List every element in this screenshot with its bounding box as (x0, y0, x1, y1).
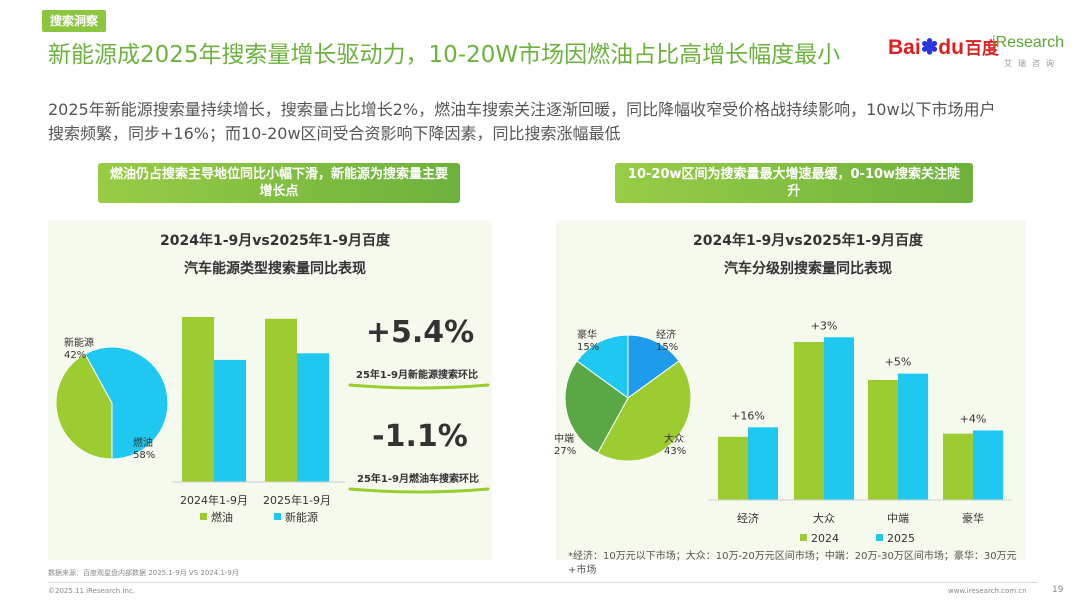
page-number: 19 (1052, 585, 1064, 595)
pie2-value-3: 15% (577, 342, 599, 353)
pie1-value-0: 42% (64, 350, 86, 361)
bar1-legend-swatch-0 (200, 513, 207, 520)
kpi2-underline (348, 487, 490, 494)
bar1-xlabel-0: 2024年1-9月 (180, 493, 248, 507)
baidu-logo-part2: du (938, 36, 964, 59)
pie2-slice-1 (596, 360, 692, 462)
bar2-0-0 (718, 436, 748, 500)
bar2-xlabel-2: 中端 (887, 512, 909, 525)
pie1-label-0: 新能源 (64, 336, 94, 349)
right-chart-title-line1: 2024年1-9月vs2025年1-9月百度 (693, 232, 924, 249)
bar1-xlabel-1: 2025年1-9月 (263, 493, 331, 507)
bar1-legend-swatch-1 (274, 513, 281, 520)
bar2-1-0 (794, 342, 824, 500)
pie1-label-1: 燃油 (133, 436, 153, 449)
bar2-xlabel-3: 豪华 (962, 511, 984, 525)
pie2-label-3: 豪华 (577, 328, 597, 341)
pie2-label-2: 中端 (554, 432, 574, 445)
pie2-value-1: 43% (664, 446, 686, 457)
right-chart-title: 2024年1-9月vs2025年1-9月百度汽车分级别搜索量同比表现 (693, 232, 924, 277)
pie2-slice-0 (627, 334, 680, 399)
baidu-logo-part1: Bai (888, 36, 921, 59)
pie2-value-0: 15% (656, 342, 678, 353)
data-source: 数据来源：百度观星盘内部数据 2025.1-9月 VS 2024.1-9月 (48, 569, 239, 577)
kpi2-value: -1.1% (372, 419, 468, 454)
bar1-legend-label-0: 燃油 (211, 510, 233, 524)
bar2-2-1 (898, 373, 928, 500)
bar2-legend-swatch-0 (800, 534, 807, 541)
section-tag: 搜索洞察 (42, 10, 107, 32)
left-chart-title-line1: 2024年1-9月vs2025年1-9月百度 (160, 232, 391, 249)
baidu-paw-icon: ✽ (920, 36, 939, 59)
site-url: www.iresearch.com.cn (948, 587, 1027, 595)
pie1-value-1: 58% (133, 450, 155, 461)
baidu-logo-zh: 百度 (964, 39, 999, 59)
right-banner: 10-20w区间为搜索量最大增速最缓，0-10w搜索关注陡升 (615, 163, 973, 203)
copyright: ©2025.11 iResearch Inc. (48, 587, 136, 595)
kpi1-label: 25年1-9月新能源搜索环比 (356, 368, 478, 381)
bar2-xlabel-0: 经济 (737, 511, 759, 525)
kpi1-underline (348, 383, 490, 390)
bar2-1-1 (824, 337, 854, 500)
page-title: 新能源成2025年搜索量增长驱动力，10-20W市场因燃油占比高增长幅度最小 (48, 42, 841, 68)
bar2-annotation-1: +3% (811, 319, 838, 332)
bar2-2-0 (868, 379, 898, 500)
kpi2-label: 25年1-9月燃油车搜索环比 (357, 472, 479, 485)
bar2-xlabel-1: 大众 (813, 511, 835, 525)
left-chart-title-line2: 汽车能源类型搜索量同比表现 (184, 260, 366, 277)
footer-divider (48, 582, 1038, 583)
bar2-3-1 (973, 430, 1003, 500)
pie1-slice-0 (55, 353, 113, 460)
left-chart-title: 2024年1-9月vs2025年1-9月百度汽车能源类型搜索量同比表现 (160, 232, 391, 277)
bar2-3-0 (943, 433, 973, 500)
bar1-legend-label-1: 新能源 (285, 510, 318, 524)
bar2-legend-label-0: 2024 (811, 532, 839, 545)
bar2-annotation-0: +16% (731, 409, 765, 422)
bar1-0-0 (182, 317, 214, 482)
bar2-legend-label-1: 2025 (887, 532, 915, 545)
bar1-0-1 (214, 359, 246, 482)
pie2-label-0: 经济 (656, 328, 676, 341)
bar2-annotation-2: +5% (885, 356, 912, 369)
pie2-slice-3 (576, 334, 629, 399)
iresearch-logo: iResearch (992, 34, 1065, 51)
pie2-label-1: 大众 (664, 432, 684, 445)
right-chart-title-line2: 汽车分级别搜索量同比表现 (724, 260, 892, 277)
bar1-1-1 (297, 353, 329, 482)
bar2-0-1 (748, 427, 778, 500)
baidu-logo: Bai✽du百度 (888, 34, 999, 60)
iresearch-logo-sub: 艾瑞咨询 (1004, 59, 1060, 68)
kpi1-value: +5.4% (366, 315, 474, 350)
pie2-value-2: 27% (554, 446, 576, 457)
bar2-legend-swatch-1 (876, 534, 883, 541)
page-subtitle: 2025年新能源搜索量持续增长，搜索量占比增长2%，燃油车搜索关注逐渐回暖，同比… (48, 100, 996, 143)
pie1-slice-1 (84, 346, 169, 460)
bar2-annotation-3: +4% (960, 412, 987, 425)
bar1-1-0 (265, 318, 297, 482)
footnote: *经济：10万元以下市场；大众：10万-20万元区间市场；中端：20万-30万区… (568, 551, 1017, 576)
left-banner: 燃油仍占搜索主导地位同比小幅下滑，新能源为搜索量主要增长点 (98, 163, 460, 203)
pie2-slice-2 (564, 360, 629, 454)
